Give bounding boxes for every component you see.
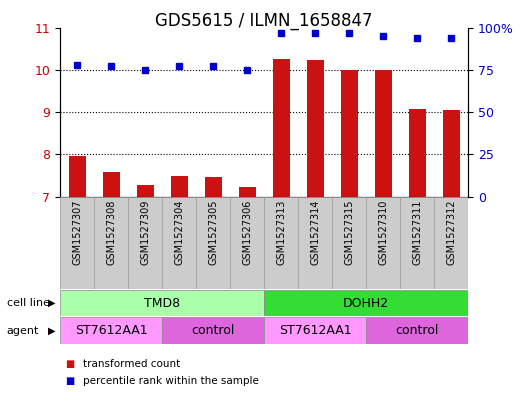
Text: GSM1527305: GSM1527305 — [208, 199, 218, 265]
Text: percentile rank within the sample: percentile rank within the sample — [83, 376, 258, 386]
Bar — [60, 290, 264, 316]
Bar — [264, 317, 366, 344]
Bar — [128, 196, 162, 289]
Bar — [264, 290, 468, 316]
Bar — [170, 176, 188, 196]
Text: ST7612AA1: ST7612AA1 — [279, 324, 351, 337]
Bar — [306, 61, 324, 196]
Bar — [408, 108, 426, 196]
Bar — [60, 196, 94, 289]
Bar — [264, 196, 298, 289]
Bar — [272, 59, 290, 196]
Text: ■: ■ — [65, 376, 75, 386]
Bar — [442, 110, 460, 196]
Bar — [60, 317, 162, 344]
Text: GSM1527315: GSM1527315 — [344, 199, 354, 265]
Bar — [204, 176, 222, 196]
Bar — [103, 173, 120, 196]
Bar — [137, 185, 154, 196]
Text: cell line: cell line — [7, 298, 50, 308]
Bar — [196, 196, 230, 289]
Text: GSM1527313: GSM1527313 — [276, 199, 286, 264]
Text: GSM1527304: GSM1527304 — [174, 199, 184, 264]
Bar — [366, 196, 400, 289]
Text: ▶: ▶ — [48, 325, 55, 336]
Bar — [162, 196, 196, 289]
Text: GSM1527309: GSM1527309 — [140, 199, 150, 264]
Bar — [332, 196, 366, 289]
Bar — [94, 196, 128, 289]
Bar — [298, 196, 332, 289]
Bar — [400, 196, 434, 289]
Text: ■: ■ — [65, 358, 75, 369]
Text: GSM1527308: GSM1527308 — [106, 199, 116, 264]
Bar — [69, 156, 86, 196]
Text: control: control — [191, 324, 235, 337]
Text: DOHH2: DOHH2 — [343, 296, 389, 310]
Bar — [162, 317, 264, 344]
Text: GSM1527312: GSM1527312 — [446, 199, 456, 265]
Bar — [374, 70, 392, 196]
Text: ST7612AA1: ST7612AA1 — [75, 324, 147, 337]
Text: GSM1527314: GSM1527314 — [310, 199, 320, 264]
Text: transformed count: transformed count — [83, 358, 180, 369]
Text: GSM1527307: GSM1527307 — [72, 199, 82, 265]
Bar — [340, 70, 358, 196]
Bar — [434, 196, 468, 289]
Text: control: control — [395, 324, 439, 337]
Text: GDS5615 / ILMN_1658847: GDS5615 / ILMN_1658847 — [155, 12, 373, 30]
Text: GSM1527310: GSM1527310 — [378, 199, 388, 264]
Text: GSM1527311: GSM1527311 — [412, 199, 422, 264]
Text: agent: agent — [7, 325, 39, 336]
Text: GSM1527306: GSM1527306 — [242, 199, 252, 264]
Text: ▶: ▶ — [48, 298, 55, 308]
Bar — [238, 187, 256, 196]
Text: TMD8: TMD8 — [144, 296, 180, 310]
Bar — [230, 196, 264, 289]
Bar — [366, 317, 468, 344]
